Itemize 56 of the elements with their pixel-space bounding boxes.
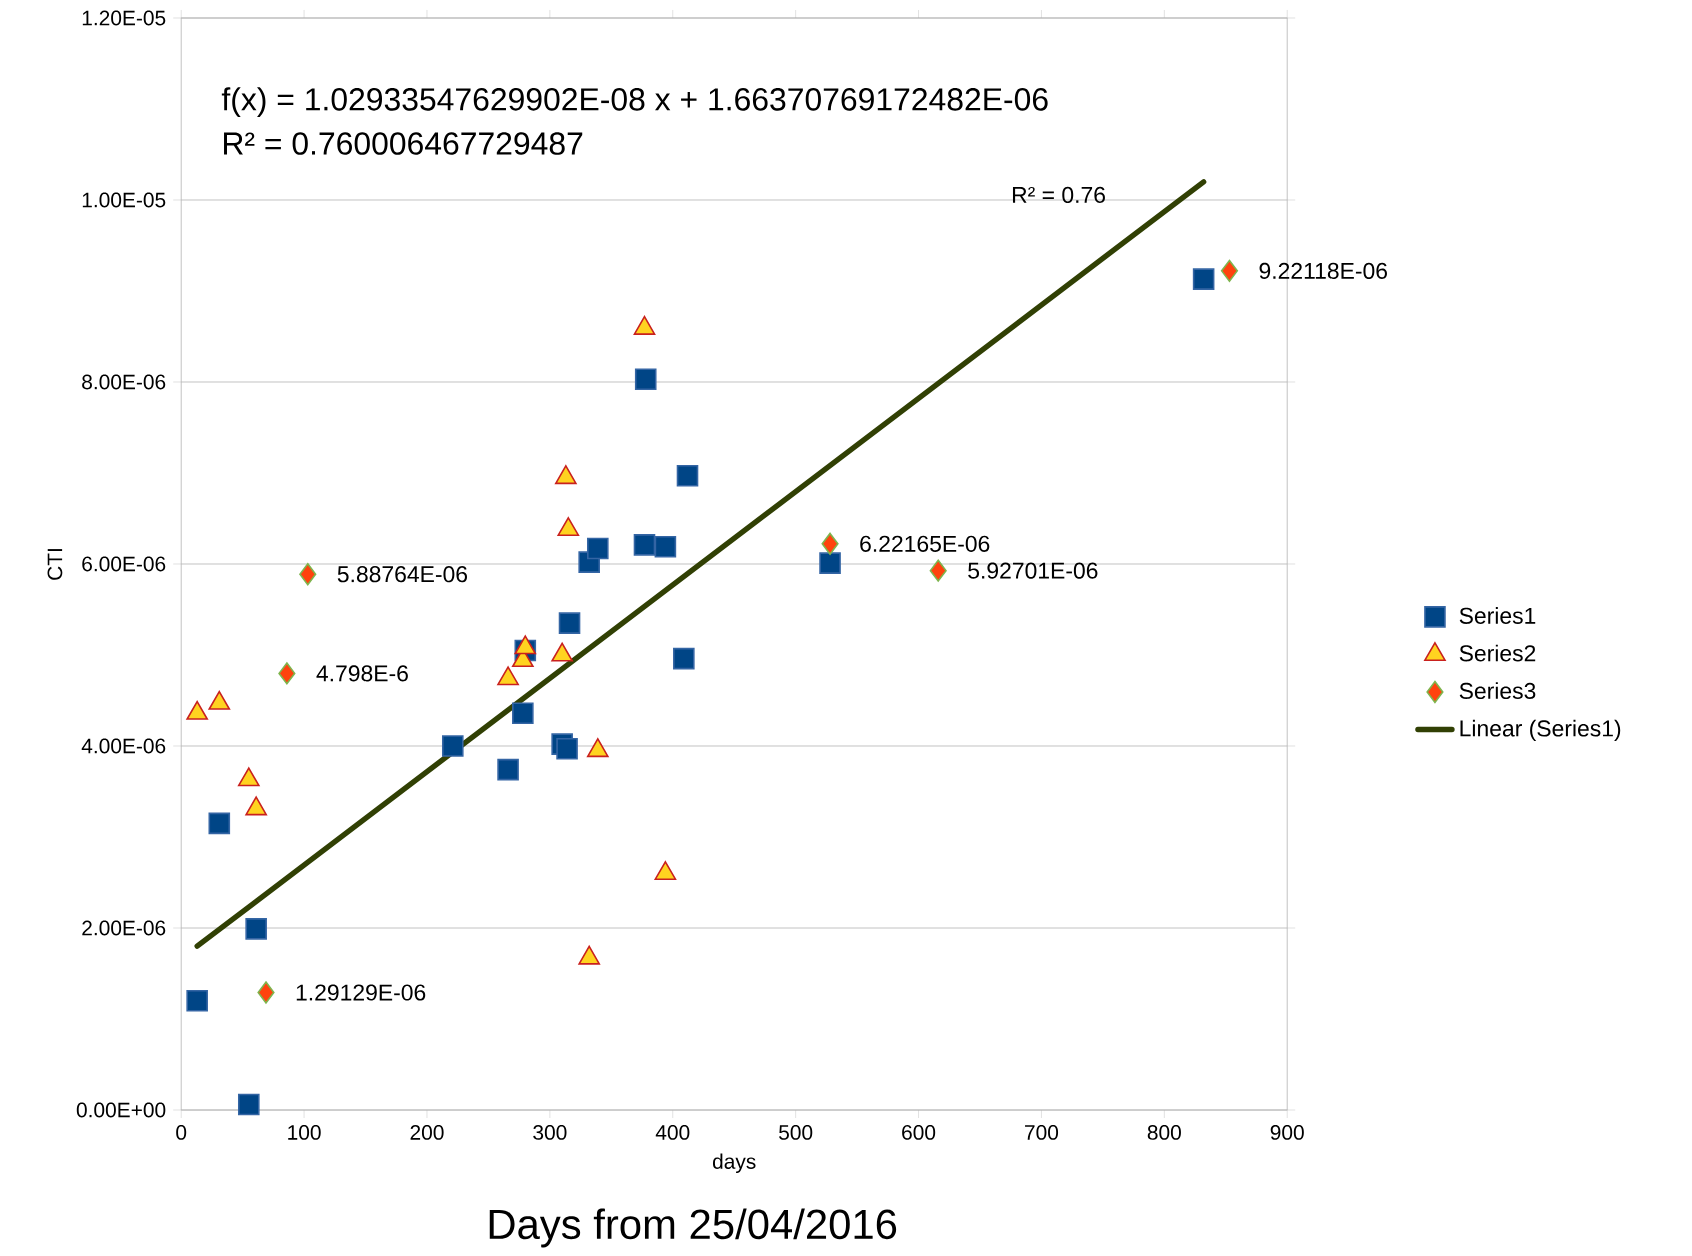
data-label: 5.88764E-06 <box>337 566 467 583</box>
x-axis-title: days <box>712 1153 756 1174</box>
y-tick-label: 6.00E-06 <box>82 556 166 572</box>
point <box>186 990 208 1012</box>
point <box>278 662 296 685</box>
point <box>587 537 609 560</box>
y-tick-label: 1.20E-05 <box>82 10 166 26</box>
point <box>299 563 317 586</box>
x-tick-label: 100 <box>288 1125 321 1140</box>
x-tick-label: 400 <box>655 1125 690 1140</box>
point <box>556 737 578 760</box>
x-tick-label: 200 <box>410 1125 444 1140</box>
x-tick-label: 800 <box>1147 1125 1181 1140</box>
point <box>819 552 841 574</box>
point <box>257 981 275 1004</box>
data-label: 4.798E-6 <box>316 665 408 682</box>
point <box>1192 268 1215 290</box>
point <box>821 532 839 556</box>
point <box>673 647 695 670</box>
legend-label: Linear (Series1) <box>1460 719 1621 742</box>
annotation: R² = 0.76 <box>1012 186 1105 203</box>
point <box>441 735 464 757</box>
point <box>633 534 656 556</box>
legend-label: Series2 <box>1459 644 1536 662</box>
point <box>1220 259 1239 283</box>
point <box>208 812 231 835</box>
y-tick-label: 0.00E+00 <box>76 1102 166 1118</box>
point <box>245 918 267 940</box>
legend-label: Series1 <box>1459 607 1536 624</box>
x-tick-label: 300 <box>533 1125 567 1140</box>
annotation: f(x) = 1.02933547629902E-08 x + 1.66370769172482E-06 <box>221 87 1048 117</box>
data-label: 9.22118E-06 <box>1259 262 1387 279</box>
point <box>558 612 581 634</box>
point <box>512 702 534 725</box>
data-label: 5.92701E-06 <box>968 562 1098 579</box>
data-label: 6.22165E-06 <box>860 535 990 552</box>
x-tick-label: 600 <box>902 1125 936 1140</box>
point <box>929 559 947 582</box>
x-tick-label: 900 <box>1270 1125 1304 1140</box>
x-tick-label: 0 <box>176 1125 187 1140</box>
data-label: 1.29129E-06 <box>296 984 426 1001</box>
point <box>634 368 657 391</box>
text: Days from 25/04/2016 <box>489 1208 897 1248</box>
y-tick-label: 4.00E-06 <box>81 738 166 754</box>
x-tick-label: 700 <box>1025 1125 1059 1140</box>
y-tick-label: 1.00E-05 <box>82 192 166 208</box>
point <box>497 758 519 781</box>
y-tick-label: 2.00E-06 <box>82 920 166 936</box>
point <box>676 464 699 487</box>
point <box>654 535 677 558</box>
annotation: R² = 0.760006467729487 <box>224 132 583 155</box>
x-tick-label: 500 <box>779 1125 813 1140</box>
y-tick-label: 8.00E-06 <box>82 374 166 390</box>
legend-label: Series3 <box>1459 682 1536 700</box>
y-axis-title: CTI <box>47 549 63 580</box>
point <box>237 1093 260 1116</box>
